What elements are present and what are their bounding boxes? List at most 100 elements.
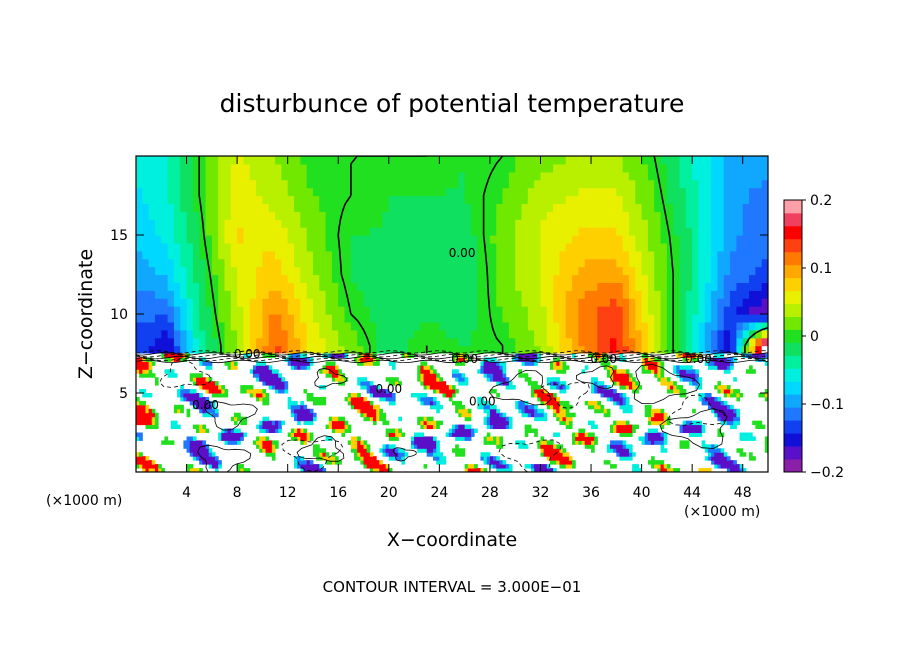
turbulent-cell — [237, 416, 241, 422]
turbulent-cell — [556, 385, 560, 390]
heat-cell — [755, 163, 763, 173]
heat-cell — [647, 219, 655, 228]
heat-cell — [262, 179, 270, 189]
heat-cell — [401, 171, 409, 181]
heat-cell — [711, 235, 719, 244]
turbulent-cell — [192, 440, 197, 445]
heat-cell — [357, 282, 365, 291]
heat-cell — [420, 187, 428, 197]
zero-contour-line — [198, 156, 768, 354]
heat-cell — [635, 211, 643, 220]
heat-cell — [401, 321, 409, 331]
turbulent-cell — [572, 412, 576, 418]
turbulent-cell — [142, 369, 146, 374]
turbulent-cell — [262, 400, 267, 406]
heat-cell — [654, 258, 662, 268]
heat-cell — [761, 179, 768, 189]
heat-cell — [249, 329, 257, 339]
heat-cell — [717, 298, 725, 307]
turbulent-cell — [537, 357, 541, 362]
turbulent-cell — [148, 424, 153, 430]
heat-cell — [673, 163, 681, 173]
heat-cell — [489, 274, 497, 283]
heat-cell — [154, 156, 162, 165]
heat-cell — [458, 219, 466, 228]
turbulent-cell — [192, 468, 197, 472]
heat-cell — [711, 258, 719, 268]
turbulent-cell — [196, 396, 200, 402]
colorbar-segment — [784, 303, 802, 317]
turbulent-cell — [205, 377, 210, 382]
heat-cell — [344, 345, 352, 355]
heat-cell — [357, 242, 365, 252]
heat-cell — [730, 187, 737, 197]
heat-cell — [180, 282, 188, 291]
turbulent-cell — [151, 420, 156, 426]
heat-cell — [433, 203, 440, 212]
contour-label: 0.00 — [234, 347, 261, 361]
heat-cell — [660, 329, 668, 339]
turbulent-cell — [170, 440, 175, 445]
heat-cell — [154, 290, 162, 299]
heat-cell — [294, 203, 301, 212]
heat-cell — [521, 345, 529, 355]
heat-cell — [325, 203, 333, 212]
turbulent-cell — [218, 393, 222, 398]
heat-cell — [218, 337, 226, 347]
heat-cell — [452, 282, 459, 291]
heat-cell — [755, 266, 763, 276]
turbulent-cell — [711, 404, 715, 410]
heat-cell — [382, 274, 390, 283]
heat-cell — [395, 337, 403, 347]
heat-cell — [136, 306, 143, 315]
turbulent-cell — [452, 448, 456, 453]
heat-cell — [262, 235, 270, 244]
heat-cell — [565, 163, 573, 173]
turbulent-cell — [316, 400, 320, 406]
turbulent-cell — [546, 468, 551, 472]
turbulent-cell — [531, 389, 535, 394]
heat-cell — [325, 282, 333, 291]
turbulent-cell — [641, 353, 646, 358]
heat-cell — [641, 219, 649, 228]
turbulent-cell — [366, 400, 371, 406]
turbulent-cell — [641, 357, 646, 362]
turbulent-cell — [606, 361, 611, 366]
turbulent-cell — [764, 396, 768, 402]
heat-cell — [205, 298, 213, 307]
turbulent-cell — [739, 448, 744, 453]
turbulent-cell — [521, 408, 526, 414]
turbulent-cell — [594, 424, 598, 430]
heat-cell — [603, 156, 611, 165]
turbulent-cell — [436, 377, 440, 382]
heat-cell — [243, 290, 251, 299]
heat-cell — [211, 156, 219, 165]
turbulent-cell — [173, 353, 178, 358]
turbulent-cell — [572, 432, 576, 437]
heat-cell — [546, 235, 554, 244]
heat-cell — [679, 227, 687, 236]
heat-cell — [325, 211, 333, 220]
heat-cell — [243, 274, 251, 283]
heat-cell — [420, 274, 428, 283]
heat-cell — [635, 298, 643, 307]
heat-cell — [749, 321, 756, 331]
heat-cell — [572, 266, 579, 276]
turbulent-cell — [205, 412, 210, 418]
turbulent-cell — [720, 464, 725, 469]
turbulent-cell — [300, 460, 304, 465]
turbulent-cell — [546, 396, 551, 402]
turbulent-cell — [186, 448, 191, 453]
heat-cell — [445, 219, 453, 228]
turbulent-cell — [540, 440, 545, 445]
turbulent-cell — [489, 440, 494, 445]
turbulent-cell — [591, 444, 595, 449]
turbulent-cell — [259, 389, 263, 394]
heat-cell — [211, 171, 219, 181]
heat-cell — [742, 250, 750, 260]
turbulent-cell — [565, 424, 570, 430]
heat-cell — [439, 321, 447, 331]
heat-cell — [717, 345, 725, 355]
turbulent-cell — [628, 408, 633, 414]
heat-cell — [578, 306, 586, 315]
